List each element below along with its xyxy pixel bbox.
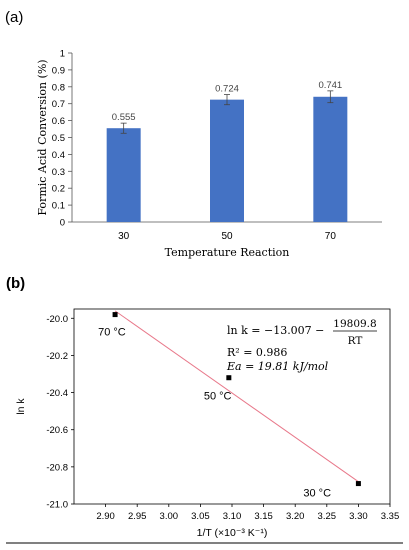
y-tick-label: 0.2 — [52, 184, 65, 195]
y-tick-label: 0.5 — [52, 133, 65, 144]
y-tick-label: 1 — [60, 49, 65, 60]
bar — [210, 99, 244, 222]
equation-annotation: ln k = −13.007 − 19809.8 RT R² = 0.986 E… — [226, 318, 377, 373]
y-tick-label: 0.8 — [52, 82, 65, 93]
y-tick-label: 0.7 — [52, 99, 65, 110]
y-tick-label: 0 — [60, 218, 65, 229]
x-tick-label: 50 — [221, 231, 233, 242]
y-tick-label: -20.8 — [46, 462, 68, 473]
data-label: 0.724 — [215, 84, 239, 95]
x-tick-label: 3.00 — [160, 511, 179, 522]
scatter-chart: 70 °C50 °C30 °C -20.0-20.2-20.4-20.6-20.… — [15, 308, 399, 539]
x-axis-ticks: 2.90 2.95 3.00 3.05 3.10 3.15 3.20 3.25 3.30 3.35 — [96, 504, 399, 522]
y-tick-label: 0.6 — [52, 116, 65, 127]
x-axis-ticks: 30 50 70 — [118, 231, 336, 242]
panel-b-label: (b) — [6, 275, 25, 292]
x-tick-label: 70 — [325, 231, 337, 242]
panel-a-label: (a) — [5, 9, 23, 26]
data-point — [226, 375, 232, 381]
x-tick-label: 2.90 — [96, 511, 115, 522]
data-points: 70 °C 50 °C 30 °C — [98, 312, 361, 500]
data-point — [355, 481, 361, 487]
equation-text: ln k = −13.007 − — [227, 324, 324, 337]
x-tick-label: 3.15 — [254, 511, 273, 522]
x-tick-label: 3.25 — [318, 511, 337, 522]
equation-numerator: 19809.8 — [333, 318, 376, 330]
x-axis-label: 1/T (×10⁻³ K⁻¹) — [197, 527, 268, 539]
y-tick-label: -20.0 — [46, 314, 68, 325]
point-label: 30 °C — [303, 488, 331, 500]
x-tick-label: 3.35 — [381, 511, 400, 522]
x-tick-label: 3.20 — [286, 511, 305, 522]
activation-energy-text: Ea = 19.81 kJ/mol — [226, 360, 329, 373]
x-tick-label: 3.05 — [191, 511, 210, 522]
point-label: 50 °C — [204, 391, 232, 403]
point-label: 70 °C — [98, 327, 126, 339]
bars: 0.555 0.724 0.741 — [106, 80, 348, 222]
x-tick-label: 2.95 — [128, 511, 147, 522]
y-tick-label: 0.3 — [52, 167, 65, 178]
data-point — [112, 312, 118, 318]
y-axis-label: ln k — [15, 398, 27, 415]
x-axis-label: Temperature Reaction — [165, 246, 290, 259]
y-tick-label: -20.2 — [46, 351, 68, 362]
data-label: 0.555 — [112, 112, 136, 123]
equation-denominator: RT — [348, 335, 363, 347]
bar-chart: 0 0.1 0.2 0.3 0.4 0.5 0.6 0.7 0.8 0.9 1 0.555 0.724… — [36, 49, 382, 259]
bar — [313, 96, 348, 222]
y-axis-ticks: 0 0.1 0.2 0.3 0.4 0.5 0.6 0.7 0.8 0.9 1 — [52, 49, 72, 229]
x-tick-label: 30 — [118, 231, 130, 242]
fit-line — [114, 310, 359, 483]
y-tick-label: 0.1 — [52, 201, 65, 212]
r-squared-text: R² = 0.986 — [227, 346, 287, 359]
data-label: 0.741 — [318, 80, 342, 91]
y-axis-label: Formic Acid Conversion (%) — [36, 59, 49, 215]
y-tick-label: -20.6 — [46, 425, 68, 436]
x-tick-label: 3.10 — [223, 511, 242, 522]
bar — [106, 128, 141, 222]
y-tick-label: -20.4 — [46, 388, 68, 399]
x-tick-label: 3.30 — [349, 511, 368, 522]
y-tick-label: 0.9 — [52, 65, 65, 76]
y-tick-label: -21.0 — [46, 500, 68, 511]
y-tick-label: 0.4 — [52, 150, 65, 161]
y-axis-ticks: -20.0 -20.2 -20.4 -20.6 -20.8 -21.0 — [46, 314, 74, 511]
